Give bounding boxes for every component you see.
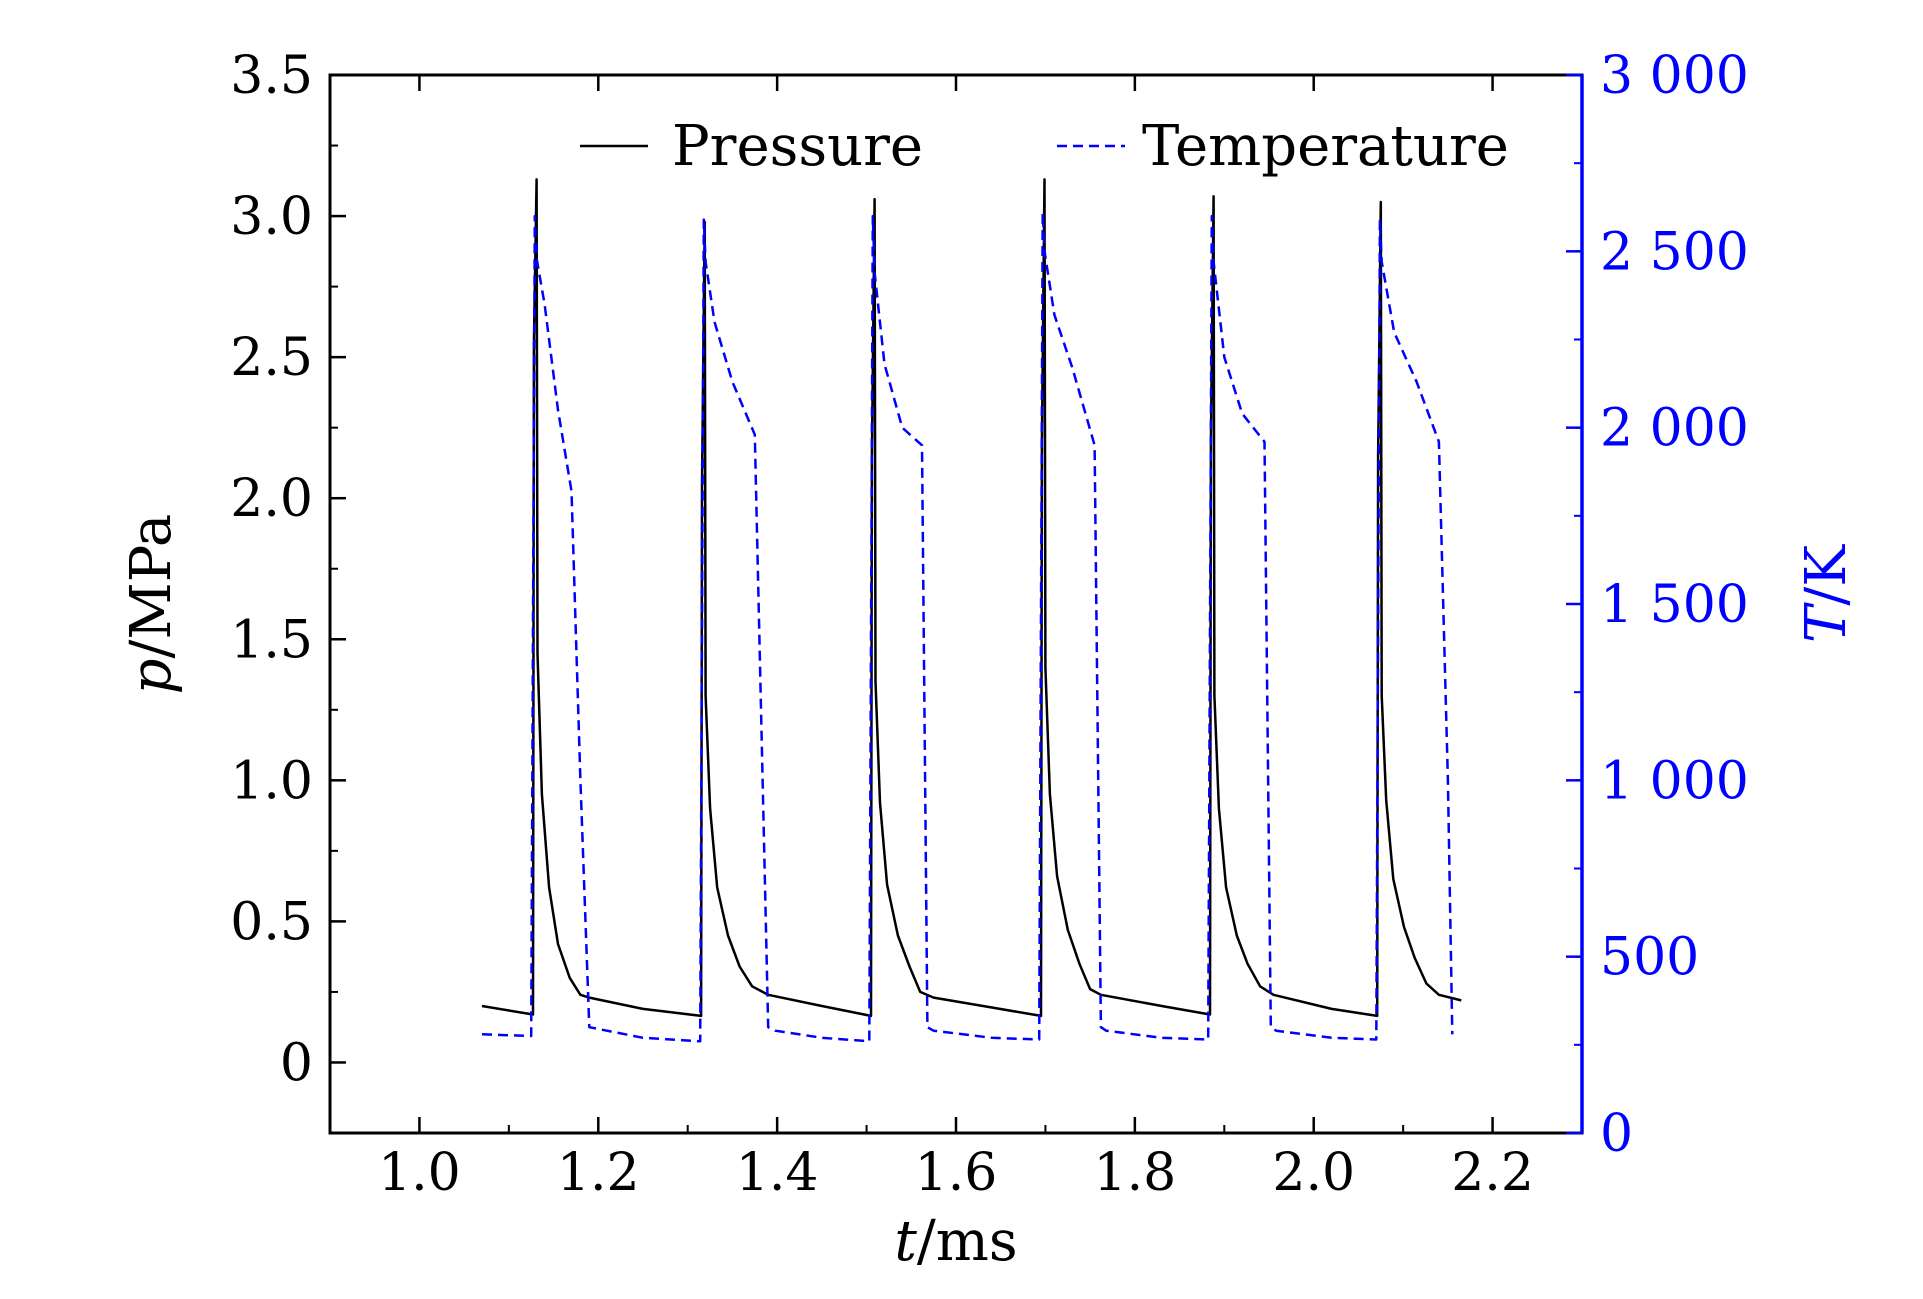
y-left-tick-label: 2.0 <box>230 469 313 529</box>
y-left-tick-label: 1.0 <box>230 751 313 811</box>
y-right-tick-label: 500 <box>1600 928 1699 988</box>
legend-pressure-label: Pressure <box>672 114 923 179</box>
y-right-axis-label-unit: /K <box>1794 544 1859 606</box>
x-tick-label: 1.8 <box>1094 1143 1177 1203</box>
y-right-tick-label: 1 000 <box>1600 751 1749 811</box>
x-axis-label-symbol: t <box>894 1209 917 1274</box>
y-right-tick-label: 0 <box>1600 1104 1633 1164</box>
x-axis: 1.0 1.2 1.4 1.6 1.8 2.0 2.2 <box>378 75 1534 1203</box>
y-left-tick-label: 3.0 <box>230 187 313 247</box>
y-left-tick-label: 3.5 <box>230 46 313 106</box>
y-right-tick-label: 3 000 <box>1600 46 1749 106</box>
y-left-tick-label: 0.5 <box>230 892 313 952</box>
y-right-axis-label-symbol: T <box>1794 602 1859 643</box>
x-tick-label: 1.4 <box>736 1143 819 1203</box>
y-right-tick-label: 2 000 <box>1600 399 1749 459</box>
x-tick-label: 2.0 <box>1272 1143 1355 1203</box>
series-line-pressure <box>481 178 1462 1018</box>
x-axis-label-unit: /ms <box>917 1209 1018 1274</box>
x-tick-label: 1.0 <box>378 1143 461 1203</box>
x-tick-label: 2.2 <box>1451 1143 1534 1203</box>
x-axis-label: t/ms <box>894 1209 1017 1274</box>
legend: Pressure Temperature <box>580 114 1509 179</box>
y-right-axis-label: T/K <box>1794 544 1859 643</box>
y-left-tick-label: 0 <box>280 1033 313 1093</box>
plot-frame <box>328 73 1584 1135</box>
x-tick-label: 1.2 <box>557 1143 640 1203</box>
y-left-axis-label-symbol: p <box>119 658 184 694</box>
y-left-tick-label: 2.5 <box>230 328 313 388</box>
y-left-axis-label-unit: /MPa <box>119 514 184 659</box>
y-right-tick-label: 2 500 <box>1600 222 1749 282</box>
series-layer <box>481 178 1462 1043</box>
plot-area <box>328 73 1584 1135</box>
legend-temperature-label: Temperature <box>1142 114 1509 179</box>
x-tick-label: 1.6 <box>915 1143 998 1203</box>
y-right-axis: 0 500 1 000 1 500 2 000 2 500 3 000 <box>1566 46 1749 1164</box>
y-left-axis-label: p/MPa <box>119 514 184 695</box>
y-left-axis: 0 0.5 1.0 1.5 2.0 2.5 3.0 3.5 <box>230 46 346 1134</box>
y-right-tick-label: 1 500 <box>1600 575 1749 635</box>
series-line-temperature <box>481 211 1454 1043</box>
y-left-tick-label: 1.5 <box>230 610 313 670</box>
